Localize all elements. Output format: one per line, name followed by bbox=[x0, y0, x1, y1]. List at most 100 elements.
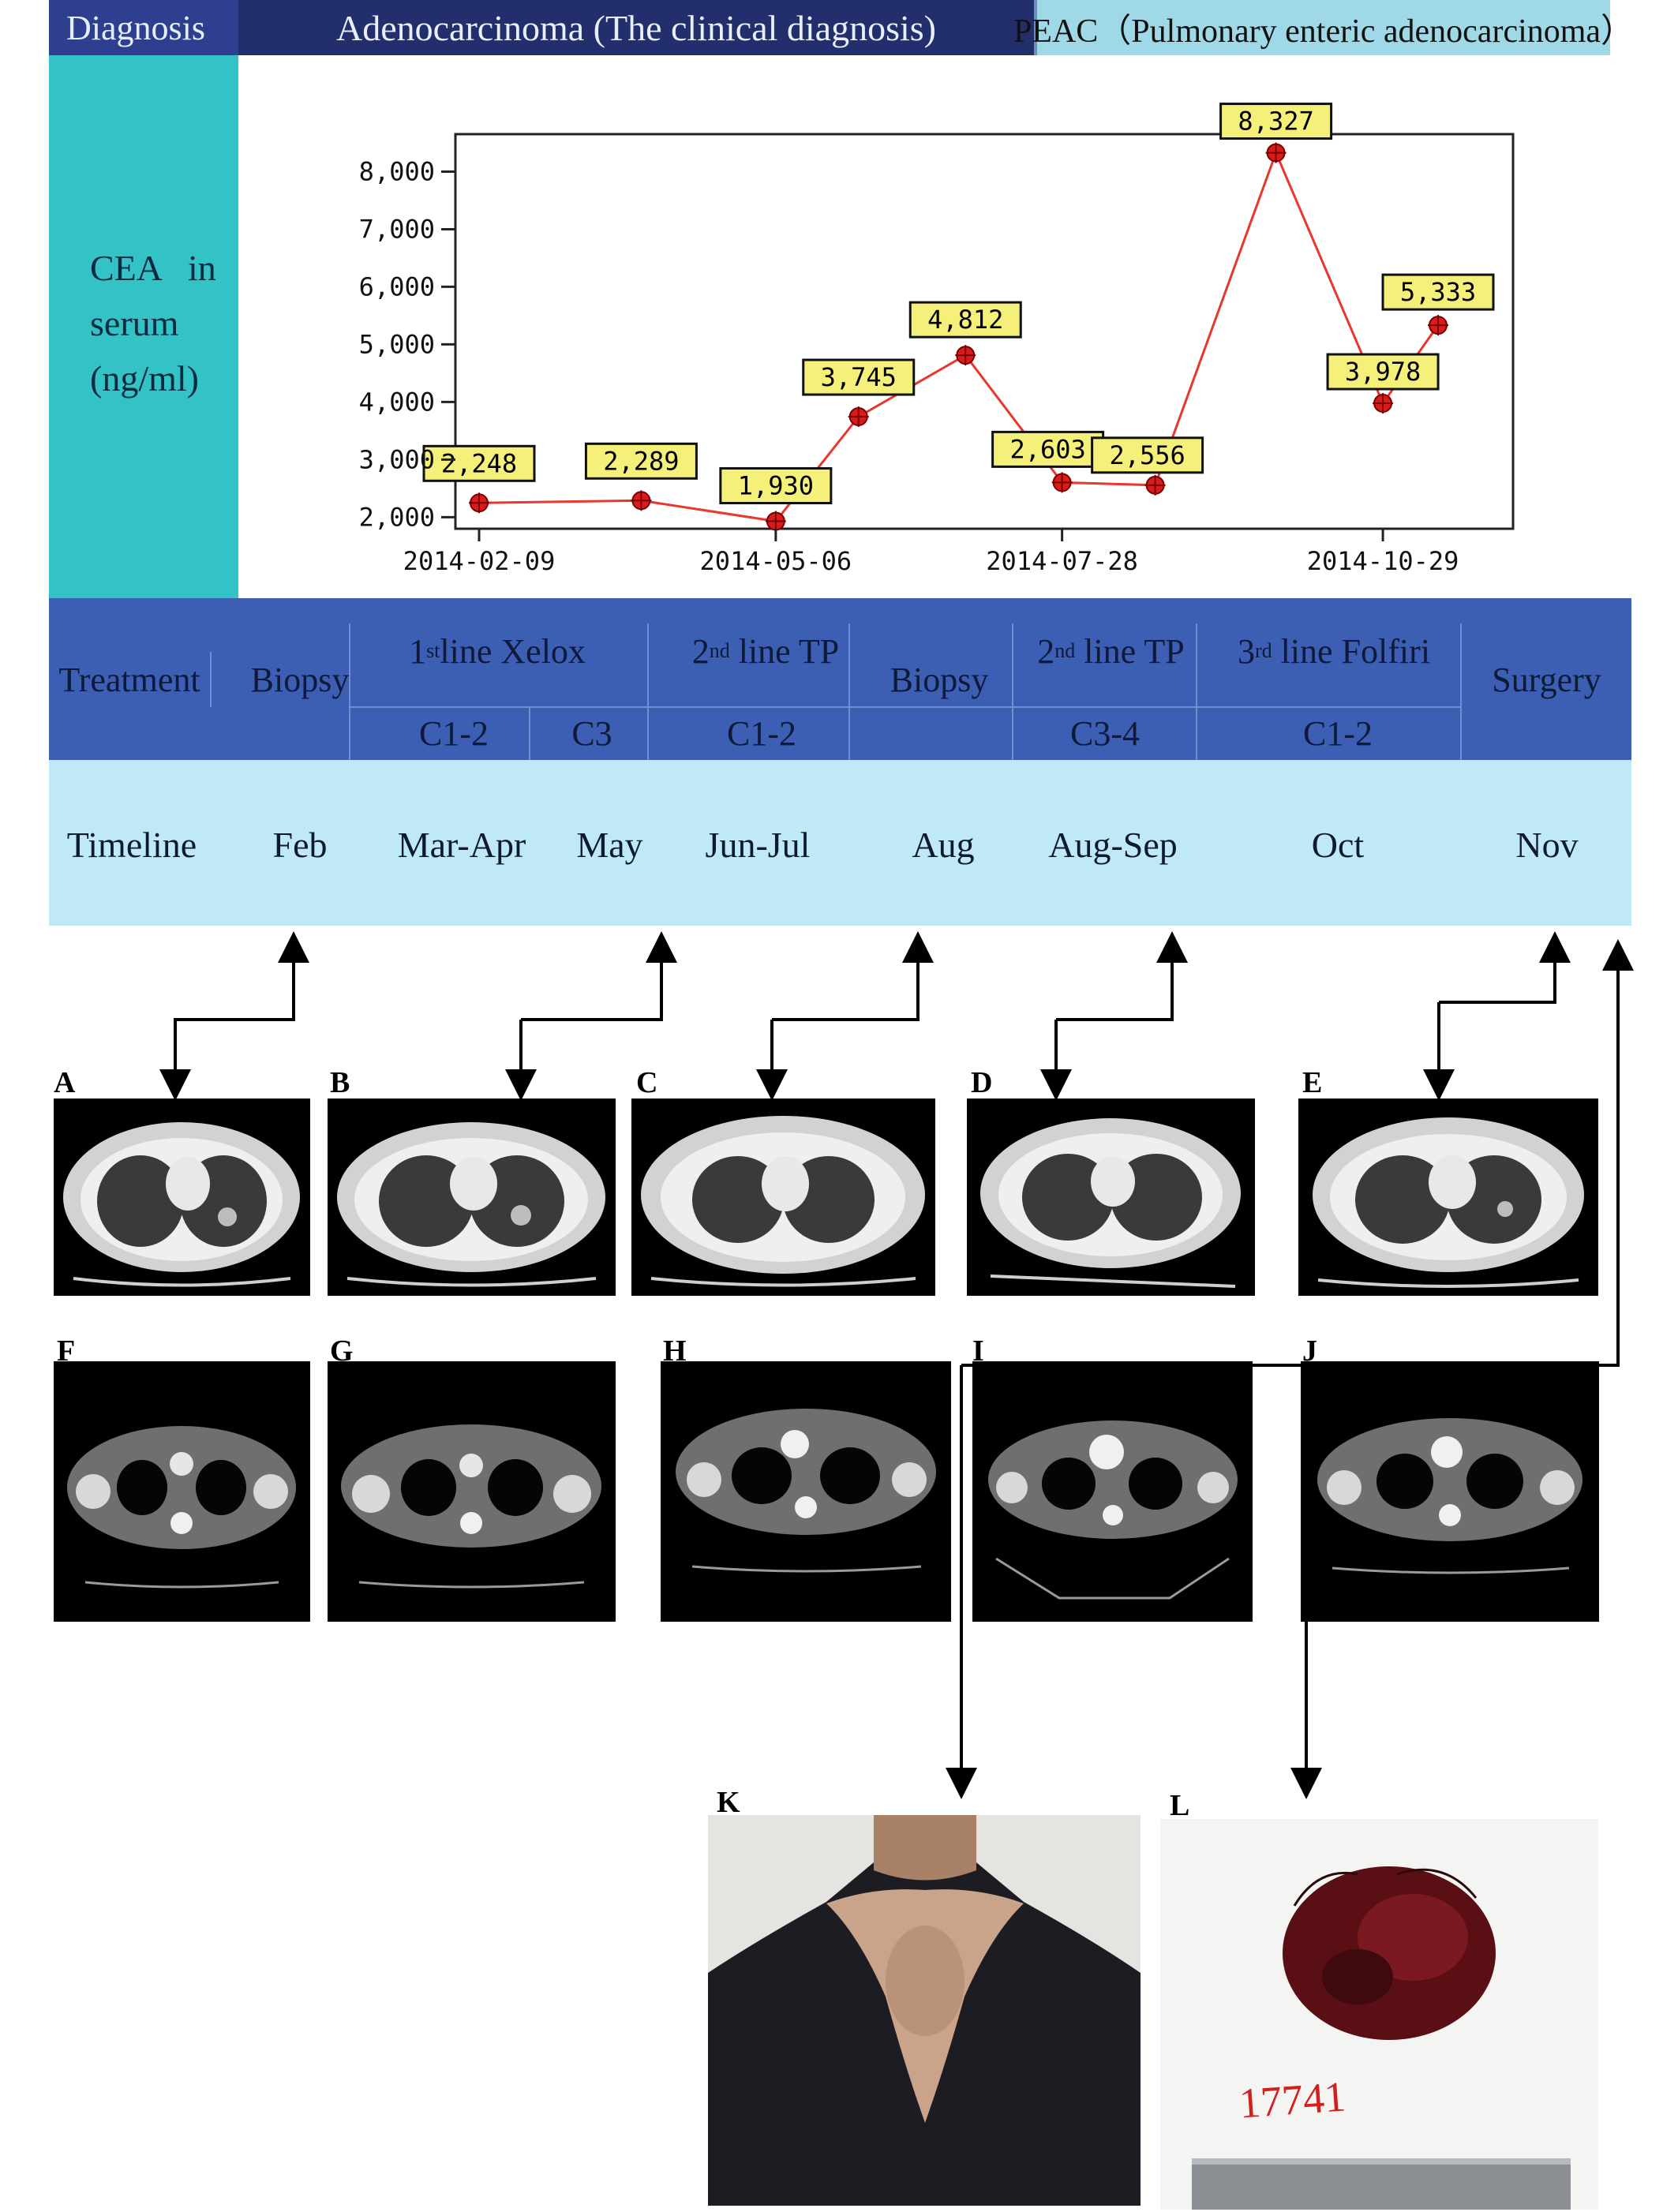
photo-k-chest-wall bbox=[708, 1815, 1141, 2206]
panel-label-c: C bbox=[636, 1066, 658, 1099]
ct-lung-b bbox=[328, 1099, 616, 1296]
svg-text:8,327: 8,327 bbox=[1238, 107, 1313, 137]
arrow-d-sep bbox=[1056, 931, 1188, 1021]
data-label: 2,603 bbox=[991, 430, 1105, 468]
treatment-band bbox=[49, 598, 1631, 760]
data-point bbox=[1051, 472, 1073, 493]
diagnosis-label: Diagnosis bbox=[49, 0, 238, 55]
x-tick-label: 2014-02-09 bbox=[403, 546, 556, 576]
svg-text:3,745: 3,745 bbox=[821, 362, 897, 392]
second-line-b-sup: nd bbox=[1054, 639, 1076, 662]
cycle-second-line-c3-4: C3-4 bbox=[1070, 713, 1140, 753]
timeline-may: May bbox=[576, 824, 643, 865]
treatment-surgery: Surgery bbox=[1492, 660, 1601, 699]
svg-text:1,930: 1,930 bbox=[738, 471, 814, 501]
second-line-b-text: line TP bbox=[1075, 631, 1185, 671]
treatment-divider bbox=[848, 623, 850, 760]
panel-label-d: D bbox=[971, 1066, 993, 1099]
y-tick-label: 6,000 bbox=[359, 271, 435, 301]
svg-text:5,333: 5,333 bbox=[1400, 277, 1476, 307]
svg-text:2,248: 2,248 bbox=[441, 448, 517, 478]
second-line-num: 2 bbox=[691, 631, 710, 671]
ct-mediastinal-h bbox=[661, 1361, 951, 1622]
data-point bbox=[955, 345, 976, 366]
first-line-num: 1 bbox=[409, 631, 427, 671]
first-line-text: line Xelox bbox=[440, 631, 586, 671]
cea-line-chart: 2,248 2,289 1,930 3,745 4,812 2,603 2,556 8,327… bbox=[238, 55, 1631, 598]
panel-label-a: A bbox=[54, 1066, 76, 1099]
data-label: 2,289 bbox=[584, 442, 698, 480]
data-label: 2,248 bbox=[422, 444, 536, 482]
cycle-first-line-c1-2: C1-2 bbox=[419, 713, 489, 753]
timeline-jun-jul: Jun-Jul bbox=[705, 824, 811, 865]
ct-mediastinal-i bbox=[972, 1361, 1253, 1622]
data-point bbox=[848, 406, 869, 428]
panel-label-e: E bbox=[1302, 1066, 1323, 1099]
timeline-aug: Aug bbox=[912, 824, 975, 865]
svg-text:4,812: 4,812 bbox=[927, 305, 1003, 335]
data-label: 1,930 bbox=[719, 467, 833, 505]
data-label: 5,333 bbox=[1381, 273, 1495, 311]
data-label: 3,978 bbox=[1326, 353, 1440, 391]
y-tick-label: 4,000 bbox=[359, 387, 435, 417]
arrow-e-nov bbox=[1439, 931, 1571, 1004]
timeline-mar-apr: Mar-Apr bbox=[397, 824, 526, 865]
data-point bbox=[1144, 474, 1166, 496]
y-tick-label: 7,000 bbox=[359, 214, 435, 244]
cycle-third-line-c1-2: C1-2 bbox=[1303, 713, 1373, 753]
cycle-first-line-c3: C3 bbox=[571, 713, 612, 753]
svg-text:2,603: 2,603 bbox=[1009, 434, 1085, 464]
data-label: 4,812 bbox=[908, 301, 1022, 339]
first-line-sup: st bbox=[426, 639, 440, 662]
final-diagnosis: PEAC（Pulmonary enteric adenocarcinoma） bbox=[1013, 0, 1634, 55]
panel-label-l: L bbox=[1170, 1789, 1190, 1822]
cea-label-line2: serum bbox=[90, 303, 179, 343]
y-tick-label: 3,000 bbox=[359, 444, 435, 474]
x-tick-label: 2014-07-28 bbox=[986, 546, 1138, 576]
cea-label-line1: CEA in bbox=[90, 248, 216, 288]
ct-mediastinal-f bbox=[54, 1361, 310, 1622]
ct-mediastinal-j bbox=[1301, 1361, 1599, 1622]
treatment-divider bbox=[1196, 706, 1197, 760]
treatment-label: Treatment bbox=[58, 660, 200, 699]
data-label: 3,745 bbox=[802, 358, 916, 396]
x-tick-label: 2014-10-29 bbox=[1307, 546, 1459, 576]
treatment-biopsy-aug: Biopsy bbox=[890, 660, 989, 699]
treatment-divider bbox=[1012, 623, 1013, 760]
y-tick-label: 5,000 bbox=[359, 329, 435, 359]
second-line-text: line TP bbox=[729, 631, 840, 671]
data-point bbox=[469, 492, 489, 514]
arrow-a-feb bbox=[174, 931, 309, 1089]
data-point bbox=[1373, 393, 1394, 414]
y-tick-label: 2,000 bbox=[359, 502, 435, 532]
second-line-b-num: 2 bbox=[1037, 631, 1055, 671]
treatment-divider bbox=[210, 652, 212, 707]
data-point bbox=[1265, 142, 1287, 163]
panel-label-k: K bbox=[717, 1786, 740, 1819]
data-point bbox=[1428, 315, 1448, 336]
third-line-sup: rd bbox=[1254, 639, 1272, 662]
second-line-sup: nd bbox=[709, 639, 730, 662]
photo-l-resected-specimen: 17741 bbox=[1160, 1819, 1598, 2210]
cycle-second-line-c1-2: C1-2 bbox=[727, 713, 796, 753]
treatment-divider bbox=[349, 623, 350, 760]
treatment-divider bbox=[647, 623, 649, 760]
svg-text:3,978: 3,978 bbox=[1345, 357, 1421, 387]
y-tick-label: 8,000 bbox=[359, 156, 435, 186]
treatment-row-divider bbox=[349, 706, 1460, 708]
panel-label-j: J bbox=[1302, 1334, 1317, 1368]
svg-text:2,556: 2,556 bbox=[1109, 440, 1185, 470]
cea-label-line3: (ng/ml) bbox=[90, 358, 199, 399]
treatment-biopsy-feb: Biopsy bbox=[250, 660, 350, 699]
timeline-aug-sep: Aug-Sep bbox=[1048, 824, 1178, 865]
panel-label-f: F bbox=[57, 1334, 76, 1368]
panel-label-i: I bbox=[972, 1334, 984, 1368]
timeline-label: Timeline bbox=[66, 824, 197, 865]
ct-lung-e bbox=[1298, 1099, 1598, 1296]
third-line-num: 3 bbox=[1237, 631, 1255, 671]
data-label: 8,327 bbox=[1219, 103, 1333, 140]
treatment-divider bbox=[529, 706, 530, 760]
